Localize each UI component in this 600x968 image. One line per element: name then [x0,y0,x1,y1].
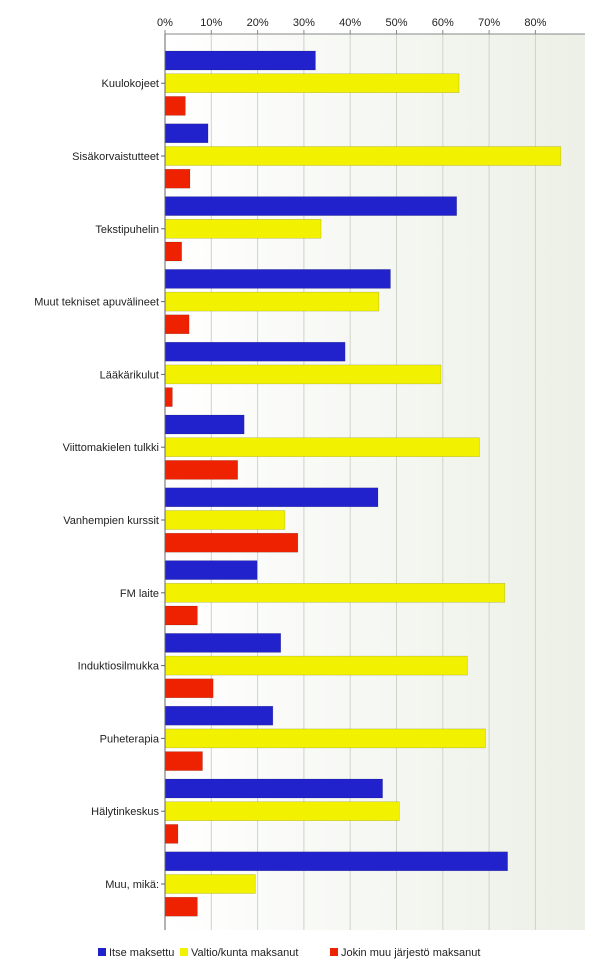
bar-1-1 [164,50,316,71]
x-tick-label: 30% [293,17,315,29]
category-label: Induktiosilmukka [78,661,160,673]
bar-3-7 [164,532,299,553]
legend: Itse maksettu Valtio/kunta maksanut Jokin … [98,947,480,959]
x-tick-label: 0% [157,17,173,29]
bar-2-1 [164,73,460,93]
bar-2-12 [164,874,256,894]
legend-swatch [330,948,338,956]
bar-3-2 [164,168,191,189]
category-labels: Kuulokojeet Sisäkorvaistutteet Tekstipuhel… [34,78,165,891]
category-label: Lääkärikulut [100,369,159,381]
bar-3-9 [164,678,214,699]
bar-3-8 [164,605,198,626]
bar-1-11 [164,778,383,799]
bar-2-5 [164,364,442,385]
legend-swatch [98,948,106,956]
legend-swatch [180,948,188,956]
gridlines [210,34,536,930]
x-tick-label: 80% [524,17,546,29]
bar-1-4 [164,269,391,289]
category-label: Muut tekniset apuvälineet [34,297,159,309]
bar-1-8 [164,560,258,580]
bar-3-3 [164,241,182,262]
bar-1-9 [164,633,281,653]
x-tick-label: 40% [339,17,361,29]
bar-3-12 [164,896,198,917]
x-tick-label: 70% [478,17,500,29]
bar-3-10 [164,751,203,771]
bar-2-3 [164,219,322,239]
bar-2-11 [164,801,400,821]
category-label: Kuulokojeet [102,78,160,90]
bar-1-7 [164,487,379,508]
legend-label: Itse maksettu [109,947,174,959]
bar-2-6 [164,437,480,457]
category-label: Tekstipuhelin [95,224,159,236]
x-tick-label: 60% [432,17,454,29]
bar-3-4 [164,314,190,335]
bars [164,50,562,917]
bar-2-7 [164,510,286,530]
bar-1-6 [164,414,245,435]
legend-label: Valtio/kunta maksanut [191,947,298,959]
x-tick-label: 20% [247,17,269,29]
bar-3-5 [164,387,173,407]
bar-2-2 [164,146,562,166]
bar-1-2 [164,123,209,144]
x-axis-ticks: 0% 10% 20% 30% 40% 50% 60% 70% 80% [157,17,547,34]
bar-3-11 [164,824,179,844]
bar-1-10 [164,705,274,726]
bar-1-5 [164,341,346,362]
category-label: Puheterapia [100,733,160,745]
legend-label: Jokin muu järjestö maksanut [341,947,480,959]
bar-2-8 [164,583,506,603]
bar-2-10 [164,728,486,749]
x-tick-label: 50% [385,17,407,29]
category-label: Viittomakielen tulkki [63,442,159,454]
bar-2-4 [164,291,380,312]
bar-3-6 [164,460,238,480]
category-label: Sisäkorvaistutteet [72,151,159,163]
category-label: FM laite [120,588,159,600]
bar-3-1 [164,96,186,116]
bar-1-3 [164,196,457,216]
bar-1-12 [164,851,508,872]
axis [164,33,585,930]
bar-2-9 [164,655,468,676]
category-label: Vanhempien kurssit [63,515,159,527]
x-tick-label: 10% [200,17,222,29]
category-label: Muu, mikä: [105,879,159,891]
category-label: Hälytinkeskus [91,806,159,818]
